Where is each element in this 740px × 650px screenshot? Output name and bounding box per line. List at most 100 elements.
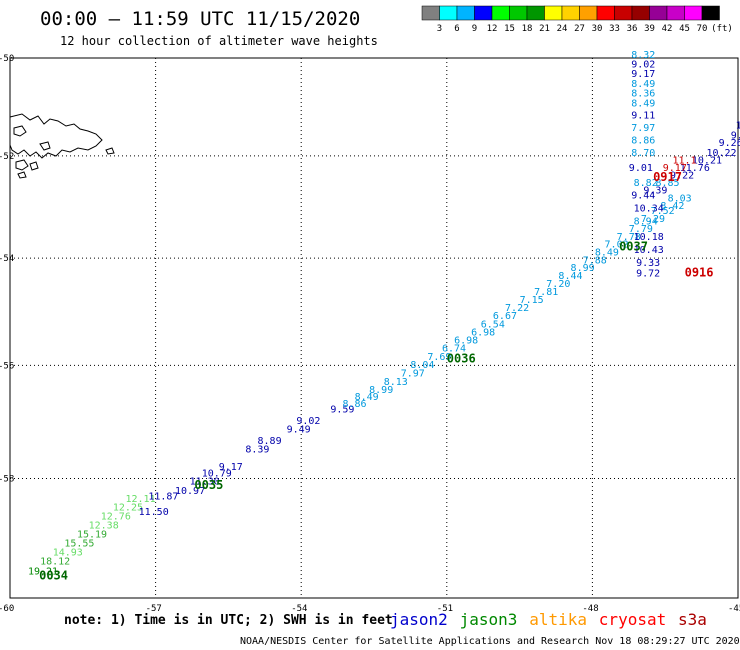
color-swatch [509, 5, 528, 21]
pass-time-label: 0035 [194, 478, 223, 492]
color-swatch [526, 5, 545, 21]
wave-height-value: 9.17 [663, 163, 687, 174]
wave-height-value: 7.02 [605, 240, 629, 251]
wave-height-value: 8.99 [369, 385, 393, 396]
wave-height-value: 9.59 [330, 405, 354, 416]
wave-height-value: 6.67 [493, 311, 517, 322]
wave-height-value: 19.21 [28, 567, 58, 578]
color-scale-label: 24 [557, 24, 568, 34]
satellite-legend-altika: altika [529, 610, 587, 629]
wave-height-value: 7.52 [651, 206, 675, 217]
pass-time-label: 0916 [685, 266, 714, 280]
satellite-legend-cryosat: cryosat [599, 610, 666, 629]
wave-height-value: 7.97 [401, 368, 425, 379]
wave-height-value: 7.78 [617, 232, 641, 243]
pass-time-label: 0036 [447, 352, 476, 366]
color-scale-label: 42 [662, 24, 673, 34]
color-swatch [701, 5, 720, 21]
latitude-tick-label: -50 [0, 54, 14, 64]
wave-height-value: 7.88 [583, 255, 607, 266]
wave-height-value: 8.49 [355, 392, 379, 403]
corner-tick-label: -60 [0, 604, 14, 614]
color-swatch [649, 5, 668, 21]
map-frame [9, 57, 739, 599]
wave-height-value: 9.44 [631, 191, 655, 202]
color-scale-label: 6 [454, 24, 459, 34]
wave-height-value: 14.93 [53, 547, 83, 558]
latitude-tick-label: -56 [0, 361, 14, 371]
pass-time-label: 0917 [653, 170, 682, 184]
color-swatch [456, 5, 475, 21]
wave-height-value: 8.42 [660, 201, 684, 212]
color-swatch [614, 5, 633, 21]
lat-lon-grid [10, 58, 738, 598]
color-scale-label: 9 [472, 24, 477, 34]
wave-height-value: 6.98 [471, 327, 495, 338]
color-swatch [684, 5, 703, 21]
wave-height-value: 11.1 [672, 155, 696, 166]
wave-height-value: 8.13 [384, 377, 408, 388]
color-swatch [666, 5, 685, 21]
wave-height-value: 15.19 [77, 529, 107, 540]
color-swatch [596, 5, 615, 21]
credit-line: NOAA/NESDIS Center for Satellite Applica… [240, 636, 740, 647]
color-scale-label: 21 [539, 24, 550, 34]
wave-height-value: 9.02 [296, 416, 320, 427]
pass-time-label: 0034 [39, 569, 68, 583]
pass-time-labels: 0034 0035 0036 0037 0917 0916 [39, 170, 713, 583]
color-scale-label: 70 [697, 24, 708, 34]
wave-height-value: 11.50 [139, 507, 169, 518]
wave-height-value: 9.01 [629, 163, 653, 174]
color-scale-label: 45 [679, 24, 690, 34]
wave-height-value: 12.11 [126, 494, 156, 505]
wave-height-value: 9.22 [670, 170, 694, 181]
longitude-tick-label: -48 [582, 604, 598, 614]
wave-height-value: 8.85 [655, 178, 679, 189]
wave-height-value: 15.55 [64, 538, 94, 549]
color-scale-label: 33 [609, 24, 620, 34]
color-swatch [544, 5, 563, 21]
color-scale-legend: 3 6 9 12 15 18 21 24 27 30 33 36 39 42 45 70 [421, 5, 720, 34]
wave-height-value: 9.11 [631, 111, 655, 122]
color-scale-label: 39 [644, 24, 655, 34]
wave-height-value: 10.21 [692, 155, 722, 166]
color-swatch [631, 5, 650, 21]
wave-height-value: 8.86 [342, 399, 366, 410]
falkland-islands-coastline [9, 113, 115, 179]
wave-height-value: 10.34 [634, 203, 664, 214]
wave-height-value: 9.26 [719, 138, 740, 149]
latitude-tick-label: -58 [0, 474, 14, 484]
color-scale-unit: (ft) [711, 24, 733, 34]
wave-height-value: 9.39 [643, 186, 667, 197]
wave-height-value: 7.22 [505, 303, 529, 314]
wave-height-value: 9.0 [731, 130, 740, 141]
wave-height-value: 9.17 [219, 462, 243, 473]
wave-height-value: 8.49 [595, 247, 619, 258]
color-swatch [491, 5, 510, 21]
color-scale-label: 27 [574, 24, 585, 34]
wave-height-value: 7.81 [534, 287, 558, 298]
wave-height-value: 11.76 [680, 163, 710, 174]
wave-height-value: 6.98 [454, 336, 478, 347]
wave-height-value: 11.87 [148, 491, 178, 502]
wave-height-value: 11.30 [190, 476, 220, 487]
wave-height-value: 10.22 [706, 148, 736, 159]
wave-height-value: 7.20 [546, 279, 570, 290]
longitude-tick-label: -45 [728, 604, 740, 614]
color-swatch [579, 5, 598, 21]
map-title: 00:00 – 11:59 UTC 11/15/2020 [40, 8, 360, 30]
color-swatch [439, 5, 458, 21]
wave-height-value: 8.44 [558, 271, 582, 282]
wave-height-value: 8.89 [258, 436, 282, 447]
longitude-tick-label: -54 [291, 604, 307, 614]
wave-height-value: 8.04 [410, 360, 434, 371]
wave-height-value: 9.49 [287, 425, 311, 436]
wave-height-value: 8.39 [245, 444, 269, 455]
wave-height-value: 6.74 [442, 344, 466, 355]
wave-height-value: 8.36 [631, 89, 655, 100]
latitude-tick-label: -52 [0, 152, 14, 162]
longitude-tick-label: -57 [146, 604, 162, 614]
color-swatch [421, 5, 440, 21]
wave-height-value: 12.76 [101, 512, 131, 523]
